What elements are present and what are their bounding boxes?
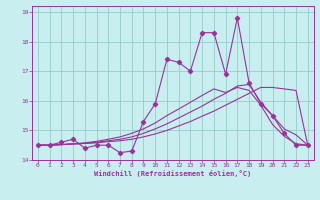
- X-axis label: Windchill (Refroidissement éolien,°C): Windchill (Refroidissement éolien,°C): [94, 170, 252, 177]
